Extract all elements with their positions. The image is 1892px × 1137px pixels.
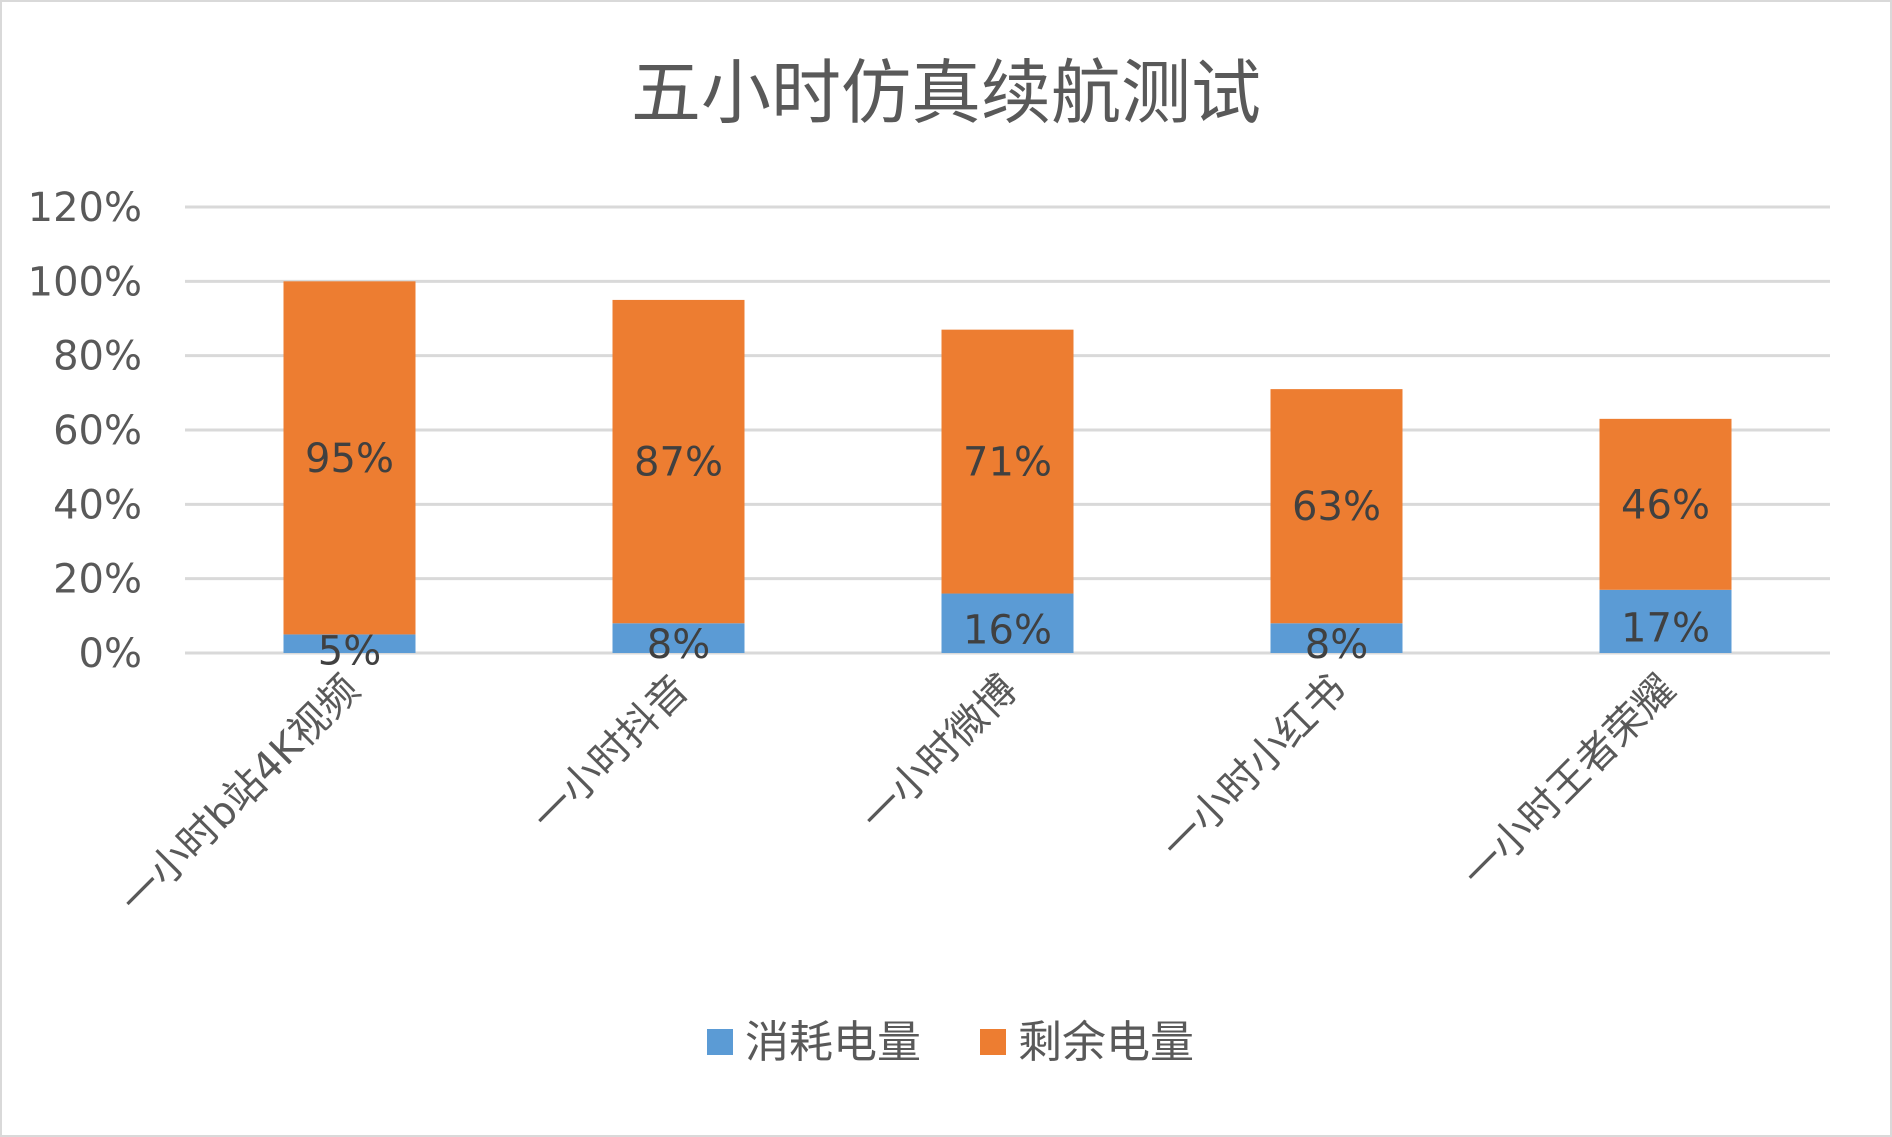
y-tick-label: 60%	[53, 408, 142, 454]
bar-segment	[941, 593, 1074, 653]
data-label: 8%	[1305, 622, 1368, 668]
chart-title: 五小时仿真续航测试	[631, 52, 1261, 134]
x-category-label: 一小时微博	[853, 667, 1027, 841]
x-category-label: 一小时王者荣耀	[1454, 667, 1685, 898]
bar-segment	[1270, 623, 1403, 653]
y-tick-label: 20%	[53, 557, 142, 603]
data-label: 8%	[647, 622, 710, 668]
legend: 消耗电量 剩余电量	[707, 1017, 1194, 1068]
legend-label: 剩余电量	[1018, 1017, 1194, 1068]
bar-segment	[1599, 589, 1732, 653]
legend-label: 消耗电量	[745, 1017, 921, 1068]
legend-swatch	[707, 1029, 733, 1055]
y-axis-ticks: 0% 20% 40% 60% 80% 100% 120%	[28, 185, 142, 677]
bars: 5% 95% 8% 87% 16% 71% 8% 63% 17% 46%	[283, 281, 1732, 674]
data-label: 46%	[1621, 482, 1710, 528]
data-label: 17%	[1621, 605, 1710, 651]
bar-segment	[283, 634, 416, 653]
x-category-label: 一小时抖音	[524, 667, 698, 841]
y-tick-label: 120%	[28, 185, 142, 231]
x-axis-categories: 一小时b站4K视频 一小时抖音 一小时微博 一小时小红书 一小时王者荣耀	[112, 667, 1685, 924]
x-category-label: 一小时小红书	[1153, 667, 1355, 869]
bar-segment	[283, 281, 416, 635]
data-label: 16%	[963, 607, 1052, 653]
y-tick-label: 100%	[28, 259, 142, 305]
data-label: 71%	[963, 440, 1052, 486]
y-tick-label: 0%	[79, 631, 142, 677]
bar-segment	[612, 299, 745, 624]
x-category-label: 一小时b站4K视频	[112, 667, 369, 924]
data-label: 5%	[318, 628, 381, 674]
bar-segment	[1270, 389, 1403, 624]
data-label: 63%	[1292, 484, 1381, 530]
bar-segment	[941, 329, 1074, 594]
legend-swatch	[980, 1029, 1006, 1055]
y-tick-label: 80%	[53, 334, 142, 380]
data-label: 95%	[305, 436, 394, 482]
y-tick-label: 40%	[53, 482, 142, 528]
bar-segment	[1599, 418, 1732, 590]
bar-segment	[612, 623, 745, 653]
data-label: 87%	[634, 440, 723, 486]
